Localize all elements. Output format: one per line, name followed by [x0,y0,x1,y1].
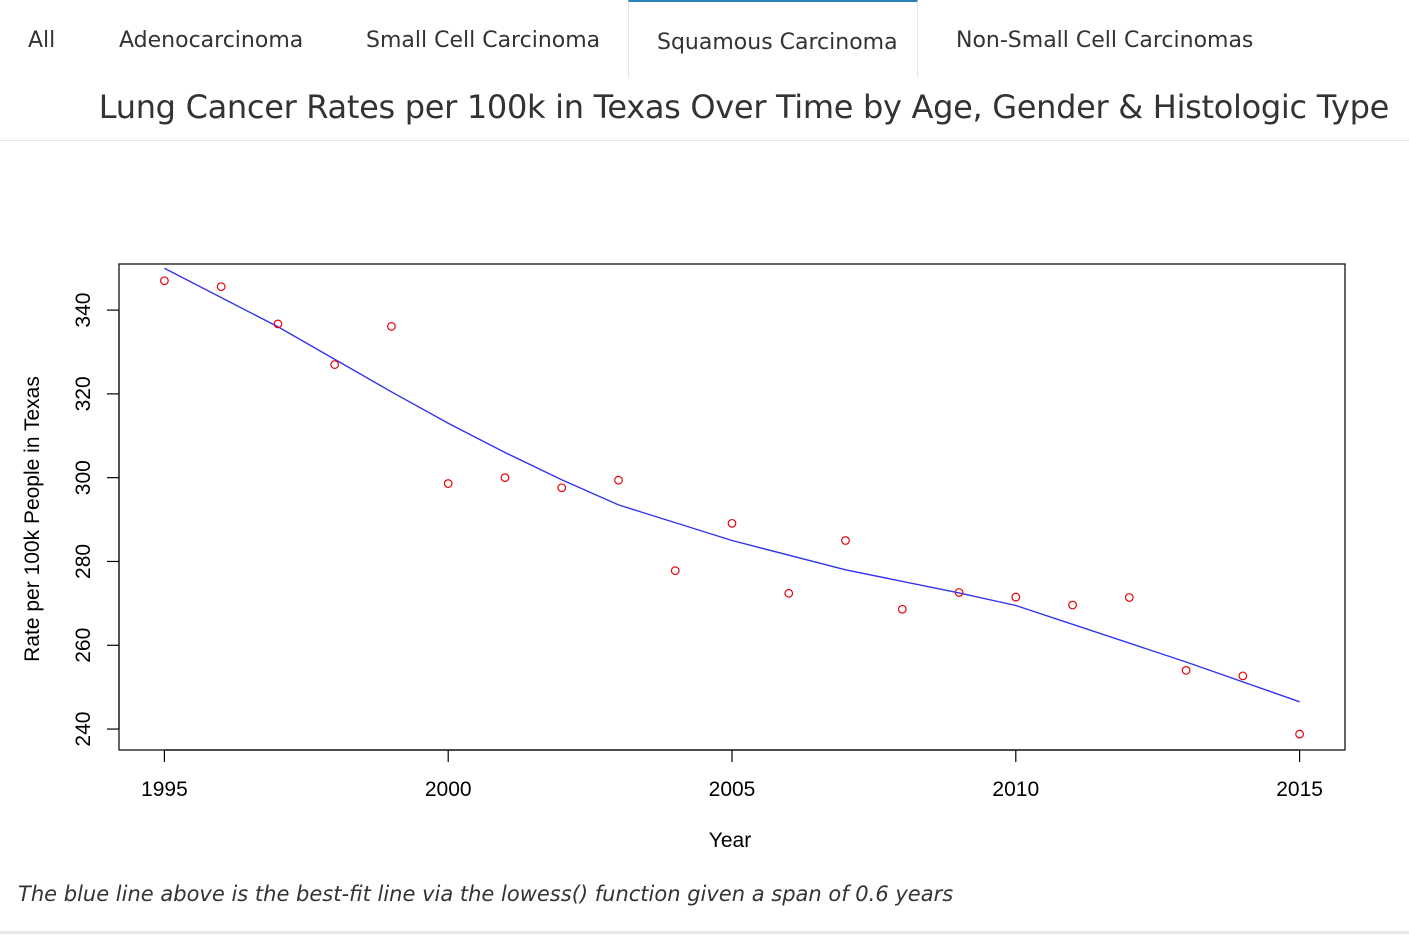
data-point [216,282,226,292]
data-point [1068,600,1077,610]
data-point [273,319,283,329]
data-point [557,483,567,493]
x-tick-label: 2005 [709,778,756,801]
y-tick-label: 320 [72,376,95,411]
y-tick-label: 260 [72,628,95,663]
data-point [784,588,794,598]
plot-frame [118,263,1346,751]
scatter-chart: 1995 2000 2005 2010 2015 Year 240 260 280 300 320 3… [21,263,1346,852]
y-tick-label: 240 [72,712,95,747]
tab-small-cell-carcinoma[interactable]: Small Cell Carcinoma [366,28,601,53]
y-tick-label: 280 [72,544,95,579]
data-point [670,566,680,576]
data-point [727,518,737,528]
histologic-type-tabs: All Adenocarcinoma Small Cell Carcinoma … [0,0,1409,80]
lowess-fit-line [164,267,1300,703]
data-point [897,604,907,614]
x-tick-label: 2010 [992,778,1039,801]
y-axis-title: Rate per 100k People in Texas [21,376,44,662]
tab-squamous-carcinoma[interactable]: Squamous Carcinoma [628,0,918,78]
title-divider [0,140,1409,141]
data-point [841,536,850,545]
data-point [330,360,340,369]
x-tick-label: 2015 [1276,778,1323,801]
tab-all[interactable]: All [28,28,56,53]
x-tick-label: 1995 [141,778,188,801]
data-point [1238,671,1248,681]
data-point [614,475,623,485]
tab-adenocarcinoma[interactable]: Adenocarcinoma [119,28,304,53]
data-point [1181,665,1191,675]
bottom-divider [0,931,1409,934]
data-point [160,276,169,286]
x-axis-title: Year [709,829,751,852]
data-point [1295,729,1304,739]
data-point [500,473,510,483]
y-tick-label: 340 [72,293,95,328]
data-point [1011,592,1021,602]
page-title: Lung Cancer Rates per 100k in Texas Over… [98,88,1390,126]
y-tick-label: 300 [72,460,95,495]
data-point [443,479,453,488]
chart-caption: The blue line above is the best-fit line… [18,882,954,906]
data-point [1124,593,1134,602]
data-point [954,588,964,597]
x-tick-label: 2000 [425,778,472,801]
data-point [387,322,396,331]
tab-non-small-cell-carcinomas[interactable]: Non-Small Cell Carcinomas [956,28,1254,53]
